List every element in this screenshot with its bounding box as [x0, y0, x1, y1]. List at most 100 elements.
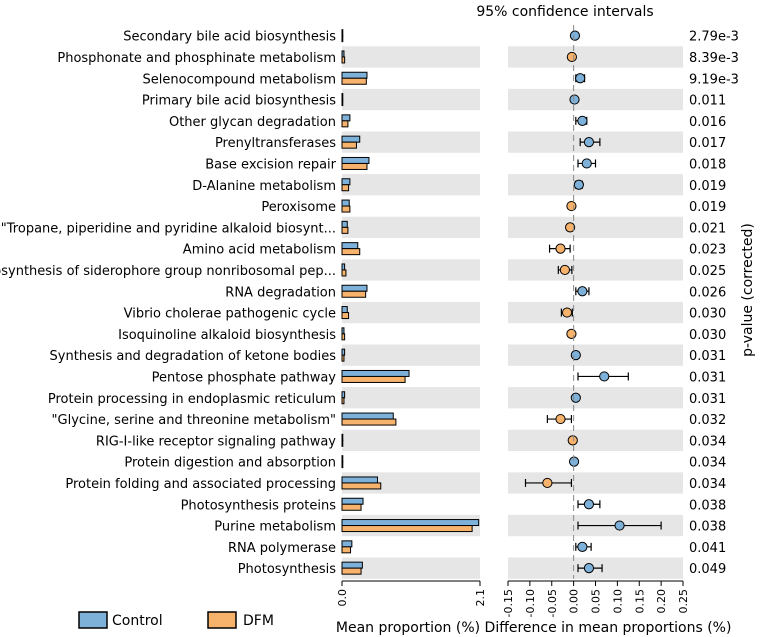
diff-point — [561, 307, 573, 318]
diff-tick-label: 0.10 — [611, 589, 624, 614]
pathway-label: Prenyltransferases — [215, 136, 336, 151]
legend-control-label: Control — [112, 613, 163, 629]
p-value-label: 0.038 — [689, 520, 726, 535]
pathway-label: Primary bile acid biosynthesis — [142, 94, 336, 109]
bar-control — [341, 50, 345, 58]
pathway-label: Biosynthesis of siderophore group nonrib… — [0, 264, 336, 279]
bar-control — [341, 71, 368, 79]
p-value-label: 0.030 — [689, 328, 726, 343]
diff-tick-label: 0.15 — [633, 589, 646, 614]
bar-dfm — [341, 290, 367, 298]
pathway-label: Photosynthesis — [238, 562, 337, 577]
diff-tick-label: 0.05 — [590, 589, 603, 614]
bar-dfm — [341, 525, 473, 533]
bar-control — [341, 284, 368, 292]
diff-tick-label: -0.10 — [524, 589, 537, 617]
mean-tick-label: 2.1 — [474, 589, 487, 607]
p-value-label: 0.038 — [689, 498, 726, 513]
row-band-mean — [342, 216, 480, 238]
bar-control — [341, 306, 348, 314]
bar-control — [341, 93, 344, 101]
bar-dfm — [341, 375, 406, 383]
pathway-label: RNA degradation — [225, 285, 336, 300]
bar-dfm — [341, 503, 362, 511]
pathway-label: Purine metabolism — [214, 520, 336, 535]
row-band-diff — [508, 429, 683, 451]
bar-control — [341, 348, 346, 356]
row-band-mean — [342, 174, 480, 196]
diff-point — [575, 73, 586, 84]
diff-point — [555, 243, 566, 254]
pathway-label: Selenocompound metabolism — [143, 72, 336, 87]
bar-control — [341, 476, 378, 484]
p-value-label: 0.021 — [689, 221, 726, 236]
bar-dfm — [341, 99, 344, 107]
diff-point — [583, 499, 595, 510]
diff-tick-label: -0.05 — [546, 589, 559, 617]
pathway-label: Synthesis and degradation of ketone bodi… — [50, 349, 337, 364]
bar-dfm — [341, 354, 345, 362]
pathway-label: Vibrio cholerae pathogenic cycle — [124, 307, 336, 322]
p-value-label: 8.39e-3 — [689, 51, 739, 66]
legend-control-swatch — [78, 611, 108, 629]
pathway-label: Isoquinoline alkaloid biosynthesis — [118, 328, 336, 343]
pathway-label: Pentose phosphate pathway — [152, 370, 337, 385]
diff-point — [583, 137, 595, 148]
diff-point — [614, 520, 625, 531]
bar-dfm — [341, 567, 362, 575]
diff-point — [569, 30, 581, 41]
diff-point — [566, 51, 577, 63]
bar-control — [341, 455, 344, 463]
bar-dfm — [341, 184, 350, 192]
p-value-label: 0.026 — [689, 285, 726, 300]
bar-dfm — [341, 269, 347, 277]
diff-tick-label: 0.00 — [568, 589, 581, 614]
bar-dfm — [341, 205, 351, 213]
p-value-label: 9.19e-3 — [689, 72, 739, 87]
row-band-mean — [342, 88, 480, 111]
row-band-mean — [342, 557, 480, 579]
diff-point — [566, 200, 577, 212]
p-value-label: 0.032 — [689, 413, 726, 428]
p-value-label: 0.019 — [689, 200, 726, 215]
pathway-label: Protein folding and associated processin… — [65, 477, 336, 492]
p-value-label: 0.031 — [689, 370, 726, 385]
bar-dfm — [341, 35, 344, 43]
diff-point — [555, 413, 566, 425]
row-band-diff — [508, 387, 683, 409]
p-value-label: 0.031 — [689, 349, 726, 364]
p-value-label: 0.034 — [689, 456, 726, 471]
p-value-label: 0.011 — [689, 94, 726, 109]
row-band-diff — [508, 216, 683, 238]
bar-dfm — [341, 482, 382, 490]
row-band-mean — [342, 387, 480, 409]
diff-point — [567, 435, 578, 446]
row-band-diff — [508, 344, 683, 366]
pvalue-axis-label: p-value (corrected) — [740, 223, 756, 357]
bar-dfm — [341, 397, 345, 405]
pathway-label: D-Alanine metabolism — [192, 179, 336, 194]
diff-point — [570, 350, 581, 361]
p-value-label: 0.016 — [689, 115, 726, 130]
diff-point — [573, 179, 584, 190]
row-band-diff — [508, 88, 683, 111]
axes-layer: 0.0 2.1 -0.15 -0.10 -0.05 0.00 0.05 0.10 0.15 0.2… — [336, 25, 690, 617]
diff-tick-label: 0.25 — [677, 589, 690, 614]
bar-control — [341, 433, 344, 441]
row-band-mean — [342, 344, 480, 366]
bar-dfm — [341, 77, 367, 85]
pathway-label: "Tropane, piperidine and pyridine alkalo… — [1, 221, 336, 236]
p-value-label: 0.023 — [689, 243, 726, 258]
legend-dfm-swatch — [207, 611, 237, 629]
diff-point — [583, 563, 595, 574]
p-value-label: 0.034 — [689, 477, 726, 492]
diff-point — [570, 392, 581, 403]
bar-control — [341, 135, 361, 143]
row-band-diff — [508, 174, 683, 196]
pathway-label: RIG-I-like receptor signaling pathway — [96, 434, 336, 449]
bar-dfm — [341, 226, 349, 234]
bar-control — [341, 29, 344, 37]
diff-point — [599, 371, 610, 382]
p-value-label: 0.049 — [689, 562, 726, 577]
bar-control — [341, 327, 345, 335]
